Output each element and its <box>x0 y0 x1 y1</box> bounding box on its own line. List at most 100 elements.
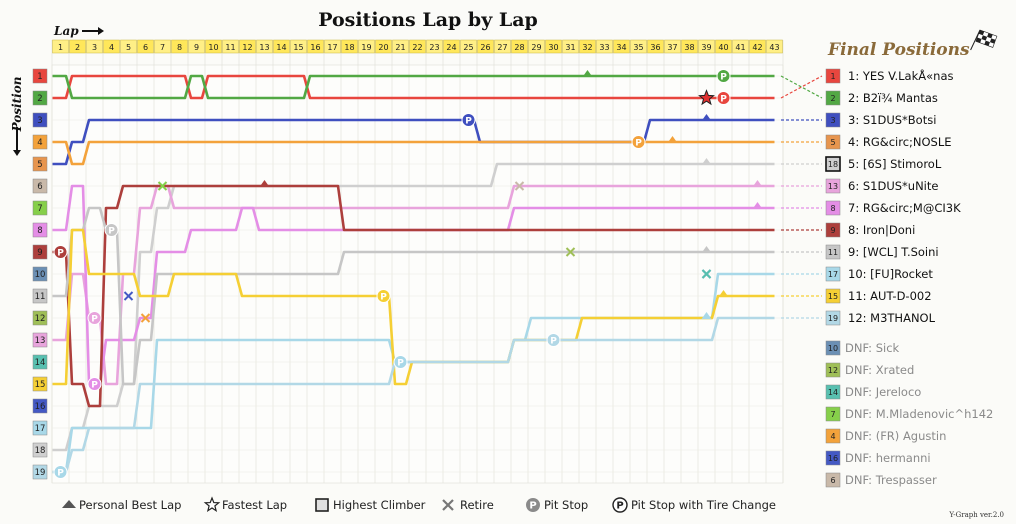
lap-tick-label: 1 <box>58 43 63 52</box>
retire-marker <box>123 291 134 301</box>
dnf-swatch <box>825 406 841 422</box>
lap-tick-box <box>409 39 426 54</box>
fastest-lap-marker <box>698 89 715 106</box>
lap-tick-box <box>698 39 715 54</box>
lap-tick-box <box>511 39 528 54</box>
dnf-list: 10 DNF: Sick 12 DNF: Xrated 14 DNF: Jereloco 7… <box>825 340 993 488</box>
final-position-entry: 6: S1DUS*uNite <box>848 179 938 193</box>
lap-tick-label: 12 <box>242 43 252 52</box>
lap-tick-label: 38 <box>684 43 694 52</box>
dnf-swatch-label: 10 <box>828 344 838 353</box>
series-line <box>52 184 775 386</box>
lap-tick-box <box>579 39 596 54</box>
pit-stop-marker: P <box>53 245 68 259</box>
position-tick-box <box>32 288 48 304</box>
dnf-entry: DNF: Xrated <box>845 363 914 377</box>
y-axis-label: Position <box>10 77 24 133</box>
lap-tick-box <box>256 39 273 54</box>
position-tick-box <box>32 398 48 414</box>
lap-tick-label: 29 <box>531 43 541 52</box>
lap-tick-box <box>715 39 732 54</box>
lap-tick-box <box>426 39 443 54</box>
square-icon <box>315 498 329 512</box>
position-tick-box <box>32 68 48 84</box>
lap-tick-box <box>766 39 783 54</box>
personal-best-marker <box>752 180 763 187</box>
event-markers: P P P P P P P P P P P P <box>53 69 763 479</box>
dnf-entry: DNF: hermanni <box>845 451 931 465</box>
lap-tick-box <box>290 39 307 54</box>
pit-stop-marker: P <box>393 355 408 369</box>
position-tick-label: 6 <box>37 182 42 192</box>
position-tick-label: 17 <box>35 424 46 434</box>
series-line <box>52 118 775 166</box>
lap-tick-label: 26 <box>480 43 490 52</box>
final-position-swatch <box>825 134 841 150</box>
star-icon <box>203 496 221 513</box>
position-tick-label: 13 <box>35 336 46 346</box>
svg-text:P: P <box>720 95 727 105</box>
dnf-entry: DNF: Sick <box>845 341 900 355</box>
lap-tick-label: 41 <box>735 43 745 52</box>
pit-stop-tire-icon: P <box>612 497 628 513</box>
svg-text:P: P <box>91 381 98 391</box>
personal-best-marker <box>667 136 678 143</box>
series-line <box>52 74 775 100</box>
y-axis-arrow-icon <box>13 127 21 156</box>
y-axis-label-group: Position <box>10 77 24 133</box>
position-tick-label: 16 <box>35 402 46 412</box>
final-position-swatch-label: 15 <box>828 292 838 301</box>
x-axis-arrow-icon <box>82 27 104 35</box>
final-connector <box>780 75 823 99</box>
position-tick-box <box>32 222 48 238</box>
final-position-swatch <box>825 112 841 128</box>
position-tick-box <box>32 156 48 172</box>
position-tick-box <box>32 442 48 458</box>
personal-best-marker <box>701 312 712 319</box>
position-tick-box <box>32 464 48 480</box>
personal-best-marker <box>752 202 763 209</box>
lap-tick-label: 28 <box>514 43 524 52</box>
lap-tick-box <box>171 39 188 54</box>
lap-tick-label: 25 <box>463 43 473 52</box>
dnf-swatch <box>825 362 841 378</box>
svg-text:P: P <box>57 469 64 479</box>
position-tick-label: 9 <box>37 248 42 258</box>
retire-marker <box>157 181 168 191</box>
lap-tick-box <box>52 39 69 54</box>
dnf-swatch <box>825 384 841 400</box>
lap-axis: 1 2 3 4 5 6 7 8 9 10 11 12 13 14 15 16 17 18 19 20 21 22 23 24 2… <box>52 39 783 54</box>
lap-tick-label: 31 <box>565 43 575 52</box>
final-position-entry: 10: [FU]Rocket <box>848 267 933 281</box>
svg-text:P: P <box>91 315 98 325</box>
position-tick-box <box>32 420 48 436</box>
lap-tick-box <box>664 39 681 54</box>
position-tick-box <box>32 332 48 348</box>
final-positions-panel: Final Positions 1 1: YES V.LakÅ«nas 2 2: B2… <box>780 29 998 488</box>
final-position-swatch <box>825 288 841 304</box>
legend-item: Retire <box>442 498 494 512</box>
final-position-swatch <box>825 244 841 260</box>
lap-tick-label: 27 <box>497 43 507 52</box>
position-tick-label: 8 <box>37 226 42 236</box>
lap-tick-label: 43 <box>769 43 779 52</box>
series-line <box>52 228 775 386</box>
lap-tick-label: 9 <box>194 43 199 52</box>
final-position-swatch-label: 17 <box>828 270 838 279</box>
lap-tick-box <box>732 39 749 54</box>
final-position-swatch-label: 9 <box>830 226 835 235</box>
lap-tick-label: 36 <box>650 43 660 52</box>
lap-tick-box <box>239 39 256 54</box>
lap-tick-label: 10 <box>208 43 218 52</box>
svg-text:P: P <box>616 501 623 512</box>
lap-tick-label: 20 <box>378 43 388 52</box>
position-tick-box <box>32 244 48 260</box>
final-position-swatch <box>825 178 841 194</box>
pit-stop-marker: P <box>87 377 102 391</box>
cross-icon <box>442 499 454 511</box>
final-position-swatch <box>825 156 841 172</box>
position-tick-label: 3 <box>37 116 42 126</box>
lap-tick-label: 7 <box>160 43 165 52</box>
legend-label: Personal Best Lap <box>79 498 181 512</box>
